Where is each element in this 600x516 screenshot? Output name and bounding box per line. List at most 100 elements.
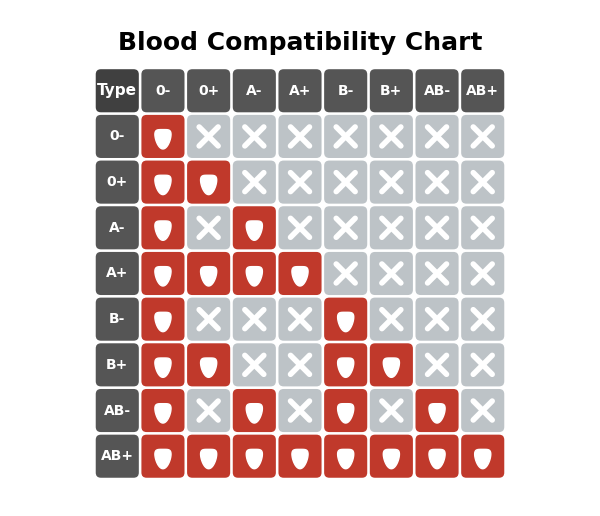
FancyBboxPatch shape [415, 343, 458, 386]
FancyBboxPatch shape [370, 69, 413, 112]
Polygon shape [200, 358, 217, 377]
Polygon shape [200, 267, 217, 286]
Text: AB-: AB- [104, 404, 131, 417]
FancyBboxPatch shape [461, 389, 504, 432]
Polygon shape [155, 404, 171, 423]
FancyBboxPatch shape [461, 343, 504, 386]
FancyBboxPatch shape [415, 434, 458, 478]
FancyBboxPatch shape [324, 298, 367, 341]
Text: B-: B- [109, 312, 125, 326]
FancyBboxPatch shape [461, 115, 504, 158]
Text: AB-: AB- [424, 84, 451, 98]
Text: 0-: 0- [110, 130, 125, 143]
Polygon shape [155, 221, 171, 240]
FancyBboxPatch shape [370, 343, 413, 386]
FancyBboxPatch shape [415, 115, 458, 158]
FancyBboxPatch shape [233, 434, 276, 478]
FancyBboxPatch shape [187, 343, 230, 386]
FancyBboxPatch shape [233, 298, 276, 341]
FancyBboxPatch shape [96, 160, 139, 204]
FancyBboxPatch shape [461, 434, 504, 478]
FancyBboxPatch shape [142, 343, 185, 386]
FancyBboxPatch shape [96, 434, 139, 478]
FancyBboxPatch shape [461, 160, 504, 204]
FancyBboxPatch shape [415, 389, 458, 432]
FancyBboxPatch shape [415, 160, 458, 204]
Polygon shape [429, 449, 445, 469]
Polygon shape [155, 312, 171, 332]
Text: A+: A+ [289, 84, 311, 98]
Polygon shape [200, 449, 217, 469]
FancyBboxPatch shape [324, 389, 367, 432]
FancyBboxPatch shape [142, 160, 185, 204]
Text: AB+: AB+ [101, 449, 134, 463]
FancyBboxPatch shape [370, 298, 413, 341]
FancyBboxPatch shape [370, 389, 413, 432]
Polygon shape [155, 175, 171, 195]
FancyBboxPatch shape [370, 206, 413, 249]
FancyBboxPatch shape [142, 115, 185, 158]
Polygon shape [155, 449, 171, 469]
FancyBboxPatch shape [461, 252, 504, 295]
FancyBboxPatch shape [370, 115, 413, 158]
FancyBboxPatch shape [233, 160, 276, 204]
Polygon shape [383, 358, 400, 377]
FancyBboxPatch shape [461, 298, 504, 341]
Text: Type: Type [97, 83, 137, 98]
FancyBboxPatch shape [233, 252, 276, 295]
Polygon shape [292, 267, 308, 286]
Text: B+: B+ [380, 84, 403, 98]
FancyBboxPatch shape [278, 252, 322, 295]
FancyBboxPatch shape [370, 252, 413, 295]
Polygon shape [155, 130, 171, 149]
Text: A-: A- [109, 221, 125, 235]
FancyBboxPatch shape [324, 160, 367, 204]
FancyBboxPatch shape [233, 343, 276, 386]
FancyBboxPatch shape [96, 252, 139, 295]
Polygon shape [246, 449, 262, 469]
FancyBboxPatch shape [415, 206, 458, 249]
FancyBboxPatch shape [324, 343, 367, 386]
FancyBboxPatch shape [96, 69, 139, 112]
Text: B+: B+ [106, 358, 128, 372]
FancyBboxPatch shape [461, 206, 504, 249]
Text: 0+: 0+ [107, 175, 128, 189]
FancyBboxPatch shape [187, 160, 230, 204]
Text: 0-: 0- [155, 84, 170, 98]
FancyBboxPatch shape [187, 434, 230, 478]
Text: A+: A+ [106, 266, 128, 281]
FancyBboxPatch shape [96, 206, 139, 249]
FancyBboxPatch shape [187, 252, 230, 295]
FancyBboxPatch shape [278, 389, 322, 432]
FancyBboxPatch shape [187, 69, 230, 112]
Polygon shape [429, 404, 445, 423]
Text: A-: A- [246, 84, 263, 98]
Polygon shape [246, 267, 262, 286]
FancyBboxPatch shape [233, 206, 276, 249]
Text: AB+: AB+ [466, 84, 499, 98]
FancyBboxPatch shape [187, 389, 230, 432]
Text: Blood Compatibility Chart: Blood Compatibility Chart [118, 31, 482, 55]
FancyBboxPatch shape [142, 206, 185, 249]
FancyBboxPatch shape [415, 69, 458, 112]
FancyBboxPatch shape [187, 298, 230, 341]
FancyBboxPatch shape [324, 434, 367, 478]
FancyBboxPatch shape [324, 69, 367, 112]
FancyBboxPatch shape [233, 389, 276, 432]
Polygon shape [246, 221, 262, 240]
FancyBboxPatch shape [370, 160, 413, 204]
Text: 0+: 0+ [198, 84, 219, 98]
Polygon shape [338, 358, 354, 377]
Polygon shape [246, 404, 262, 423]
FancyBboxPatch shape [415, 298, 458, 341]
FancyBboxPatch shape [142, 298, 185, 341]
Polygon shape [338, 449, 354, 469]
FancyBboxPatch shape [187, 115, 230, 158]
FancyBboxPatch shape [142, 434, 185, 478]
FancyBboxPatch shape [461, 69, 504, 112]
FancyBboxPatch shape [278, 160, 322, 204]
FancyBboxPatch shape [187, 206, 230, 249]
FancyBboxPatch shape [96, 115, 139, 158]
FancyBboxPatch shape [96, 298, 139, 341]
FancyBboxPatch shape [96, 343, 139, 386]
